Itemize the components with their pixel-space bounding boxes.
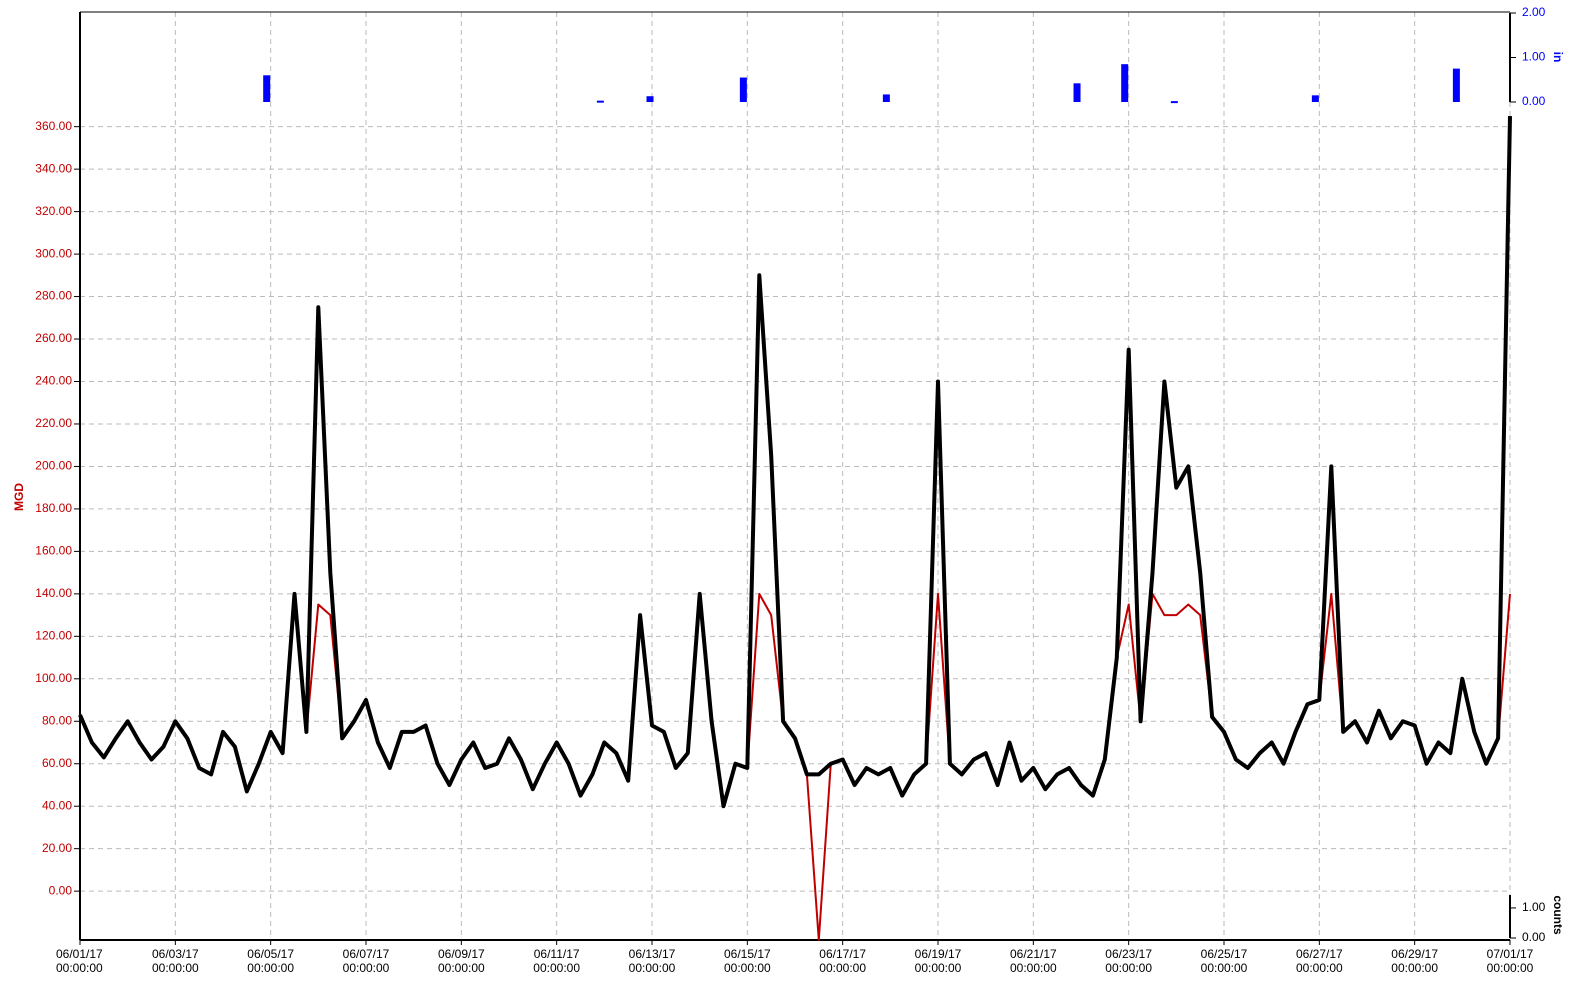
x-tick-label: 06/17/17 [819, 947, 866, 961]
y-tick-label: 100.00 [35, 671, 72, 685]
y3-axis-title: counts [1551, 895, 1565, 935]
y-tick-label: 260.00 [35, 331, 72, 345]
rain-bar [1073, 83, 1081, 102]
x-tick-label: 00:00:00 [1487, 961, 1534, 975]
y-tick-label: 280.00 [35, 289, 72, 303]
rain-bar [1121, 64, 1129, 102]
y2-tick-label: 0.00 [1522, 94, 1546, 108]
x-tick-label: 06/29/17 [1391, 947, 1438, 961]
y3-tick-label: 1.00 [1522, 900, 1546, 914]
x-tick-label: 06/23/17 [1105, 947, 1152, 961]
x-tick-label: 06/21/17 [1010, 947, 1057, 961]
x-tick-label: 00:00:00 [56, 961, 103, 975]
y-tick-label: 220.00 [35, 416, 72, 430]
y-tick-label: 360.00 [35, 119, 72, 133]
y-tick-label: 160.00 [35, 544, 72, 558]
y-tick-label: 140.00 [35, 586, 72, 600]
rain-bar [646, 96, 654, 102]
x-tick-label: 06/15/17 [724, 947, 771, 961]
x-tick-label: 00:00:00 [1391, 961, 1438, 975]
x-tick-label: 00:00:00 [1296, 961, 1343, 975]
x-tick-label: 00:00:00 [1105, 961, 1152, 975]
x-tick-label: 00:00:00 [819, 961, 866, 975]
x-tick-label: 00:00:00 [724, 961, 771, 975]
x-tick-label: 06/25/17 [1201, 947, 1248, 961]
x-tick-label: 06/03/17 [152, 947, 199, 961]
x-tick-label: 00:00:00 [438, 961, 485, 975]
y-axis-title: MGD [12, 483, 26, 511]
y-tick-label: 40.00 [42, 798, 72, 812]
x-tick-label: 07/01/17 [1487, 947, 1534, 961]
y2-tick-label: 1.00 [1522, 50, 1546, 64]
rain-bar [739, 77, 747, 102]
x-tick-label: 06/19/17 [915, 947, 962, 961]
x-tick-label: 06/01/17 [56, 947, 103, 961]
x-tick-label: 00:00:00 [629, 961, 676, 975]
y3-tick-label: 0.00 [1522, 930, 1546, 944]
y-tick-label: 300.00 [35, 246, 72, 260]
x-tick-label: 00:00:00 [1010, 961, 1057, 975]
rain-bar [596, 100, 604, 103]
x-tick-label: 06/13/17 [629, 947, 676, 961]
y-tick-label: 240.00 [35, 374, 72, 388]
x-tick-label: 06/05/17 [247, 947, 294, 961]
x-tick-label: 06/11/17 [534, 947, 580, 961]
y-tick-label: 320.00 [35, 204, 72, 218]
y-tick-label: 0.00 [49, 883, 73, 897]
rain-bar [882, 94, 890, 102]
y2-axis-title: in [1551, 52, 1565, 63]
x-tick-label: 00:00:00 [343, 961, 390, 975]
rain-bar [1170, 101, 1178, 104]
y-tick-label: 200.00 [35, 459, 72, 473]
x-tick-label: 06/07/17 [343, 947, 390, 961]
x-tick-label: 06/27/17 [1296, 947, 1343, 961]
y-tick-label: 120.00 [35, 629, 72, 643]
y-tick-label: 80.00 [42, 713, 72, 727]
x-tick-label: 00:00:00 [1201, 961, 1248, 975]
flow-line [78, 116, 1512, 809]
rain-bar [1452, 68, 1460, 102]
x-tick-label: 00:00:00 [915, 961, 962, 975]
x-tick-label: 00:00:00 [152, 961, 199, 975]
y-tick-label: 340.00 [35, 161, 72, 175]
rain-bar [263, 75, 271, 102]
flow-line [79, 592, 1511, 941]
x-tick-label: 00:00:00 [247, 961, 294, 975]
rain-bar [1311, 95, 1319, 102]
y2-tick-label: 2.00 [1522, 5, 1546, 19]
y-tick-label: 180.00 [35, 501, 72, 515]
x-tick-label: 06/09/17 [438, 947, 485, 961]
x-tick-label: 00:00:00 [533, 961, 580, 975]
y-tick-label: 20.00 [42, 841, 72, 855]
y-tick-label: 60.00 [42, 756, 72, 770]
